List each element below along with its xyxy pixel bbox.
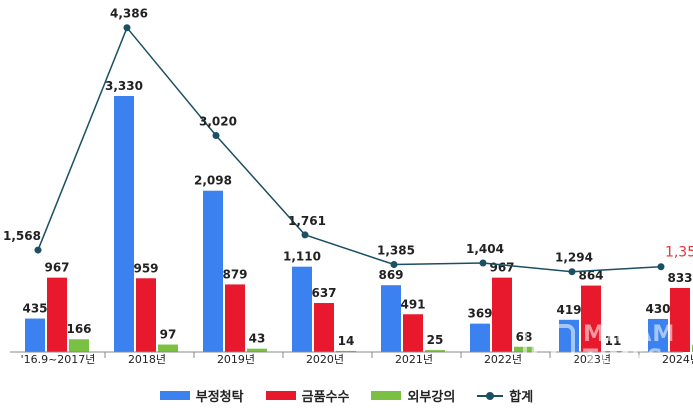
bar-label-s2-c4: 25 xyxy=(427,333,444,347)
total-label-0: 1,568 xyxy=(3,229,41,243)
bar-s1-c4 xyxy=(403,314,423,352)
total-point-4 xyxy=(390,261,398,269)
bar-label-s1-c6: 864 xyxy=(578,269,603,283)
bar-label-s2-c3: 14 xyxy=(338,334,355,348)
bar-label-s1-c4: 491 xyxy=(400,297,425,311)
bar-s1-c5 xyxy=(492,277,512,352)
bar-s1-c0 xyxy=(47,277,67,352)
bar-label-s0-c1: 3,330 xyxy=(105,79,143,93)
total-line-layer: 1,568 4,386 3,020 1,761 1,385 1,404 1,294 1,357 xyxy=(3,7,693,276)
x-ticks-layer: '16.9~2017년 2018년 2019년 2020년 2021년 2022년 2023… xyxy=(21,352,693,366)
bar-s1-c6 xyxy=(581,285,601,352)
bar-s0-c1 xyxy=(114,96,134,352)
bar-s0-c7 xyxy=(648,318,668,352)
x-tick-4: 2021년 xyxy=(395,353,433,366)
x-tick-0: '16.9~2017년 xyxy=(21,353,96,366)
total-point-0 xyxy=(34,246,42,254)
total-point-3 xyxy=(301,231,309,239)
watermark-line2: TIMES xyxy=(583,346,664,371)
bar-label-s1-c0: 967 xyxy=(44,261,69,275)
x-tick-3: 2020년 xyxy=(306,353,344,366)
bar-labels-layer: 435 967 166 3,330 959 97 2,098 879 43 1,110 637 14 8… xyxy=(22,79,692,348)
total-label-6: 1,294 xyxy=(555,251,593,265)
total-label-3: 1,761 xyxy=(288,214,326,228)
bar-label-s2-c6: 11 xyxy=(605,334,622,348)
legend-item-series-1: 금품수수 xyxy=(265,386,350,405)
bar-s2-c3 xyxy=(336,350,356,352)
bar-label-s0-c2: 2,098 xyxy=(194,174,232,188)
legend-item-series-2: 외부강의 xyxy=(371,386,455,405)
total-point-6 xyxy=(568,268,576,276)
watermark-logo: M MIDAM TIMES good news, good people xyxy=(523,318,693,394)
bar-s0-c4 xyxy=(381,285,401,352)
x-tick-6: 2023년 xyxy=(573,353,611,366)
legend-label-0: 부정청탁 xyxy=(195,390,244,405)
bar-s2-c0 xyxy=(69,339,89,352)
bar-s1-c2 xyxy=(225,284,245,352)
legend-swatch-2 xyxy=(371,391,402,400)
bar-s2-c1 xyxy=(158,344,178,352)
bar-s1-c7 xyxy=(670,287,690,352)
bar-s2-c2 xyxy=(247,348,267,352)
watermark-tagline: good news, good people xyxy=(583,374,660,394)
legend-swatch-1 xyxy=(265,391,296,400)
bar-label-s0-c5: 369 xyxy=(467,307,492,321)
total-point-7 xyxy=(657,263,665,271)
bar-label-s2-c1: 97 xyxy=(160,328,177,342)
total-label-4: 1,385 xyxy=(377,244,415,258)
watermark-letter: M xyxy=(529,328,559,363)
bar-s0-c2 xyxy=(203,190,223,352)
bar-s2-c4 xyxy=(425,350,445,352)
bars-layer xyxy=(25,96,693,352)
bar-label-s2-c0: 166 xyxy=(66,322,91,336)
watermark-box xyxy=(523,324,575,376)
legend-item-series-0: 부정청탁 xyxy=(159,386,244,405)
bar-s0-c0 xyxy=(25,318,45,352)
bar-s1-c3 xyxy=(314,303,334,352)
total-label-5: 1,404 xyxy=(466,242,504,256)
bar-s1-c1 xyxy=(136,278,156,352)
legend-swatch-0 xyxy=(159,391,190,400)
bar-s0-c5 xyxy=(470,323,490,352)
total-point-2 xyxy=(212,132,220,140)
total-line xyxy=(37,26,662,273)
bar-label-s1-c5: 967 xyxy=(489,261,514,275)
total-label-7: 1,357 xyxy=(665,245,693,261)
bar-label-s1-c3: 637 xyxy=(311,286,336,300)
bar-label-s1-c2: 879 xyxy=(222,267,247,281)
x-tick-5: 2022년 xyxy=(484,353,522,366)
bar-label-s1-c1: 959 xyxy=(133,261,158,275)
bar-s0-c3 xyxy=(292,266,312,352)
legend-item-series-3: 합계 xyxy=(477,386,533,405)
x-tick-2: 2019년 xyxy=(217,353,255,366)
bar-label-s0-c0: 435 xyxy=(22,302,47,316)
total-point-1 xyxy=(123,24,131,32)
legend-label-1: 금품수수 xyxy=(301,390,350,405)
bar-label-s2-c2: 43 xyxy=(249,332,266,346)
bar-label-s0-c6: 419 xyxy=(556,303,581,317)
total-label-2: 3,020 xyxy=(199,115,237,129)
chart: 435 967 166 3,330 959 97 2,098 879 43 1,110 637 14 8… xyxy=(3,7,693,366)
total-label-1: 4,386 xyxy=(110,7,148,21)
bar-label-s0-c3: 1,110 xyxy=(283,250,321,264)
legend-label-2: 외부강의 xyxy=(407,390,456,405)
x-tick-7: 2024년 xyxy=(662,353,693,366)
legend-line-icon xyxy=(477,391,504,401)
bar-label-s0-c4: 869 xyxy=(378,268,403,282)
total-point-5 xyxy=(479,259,487,267)
x-tick-1: 2018년 xyxy=(128,353,166,366)
legend: 부정청탁 금품수수 외부강의 합계 xyxy=(0,386,693,405)
watermark-line1: MIDAM xyxy=(583,322,676,347)
legend-label-3: 합계 xyxy=(509,390,534,405)
bar-label-s0-c7: 430 xyxy=(645,302,670,316)
bar-label-s1-c7: 833 xyxy=(667,271,692,285)
